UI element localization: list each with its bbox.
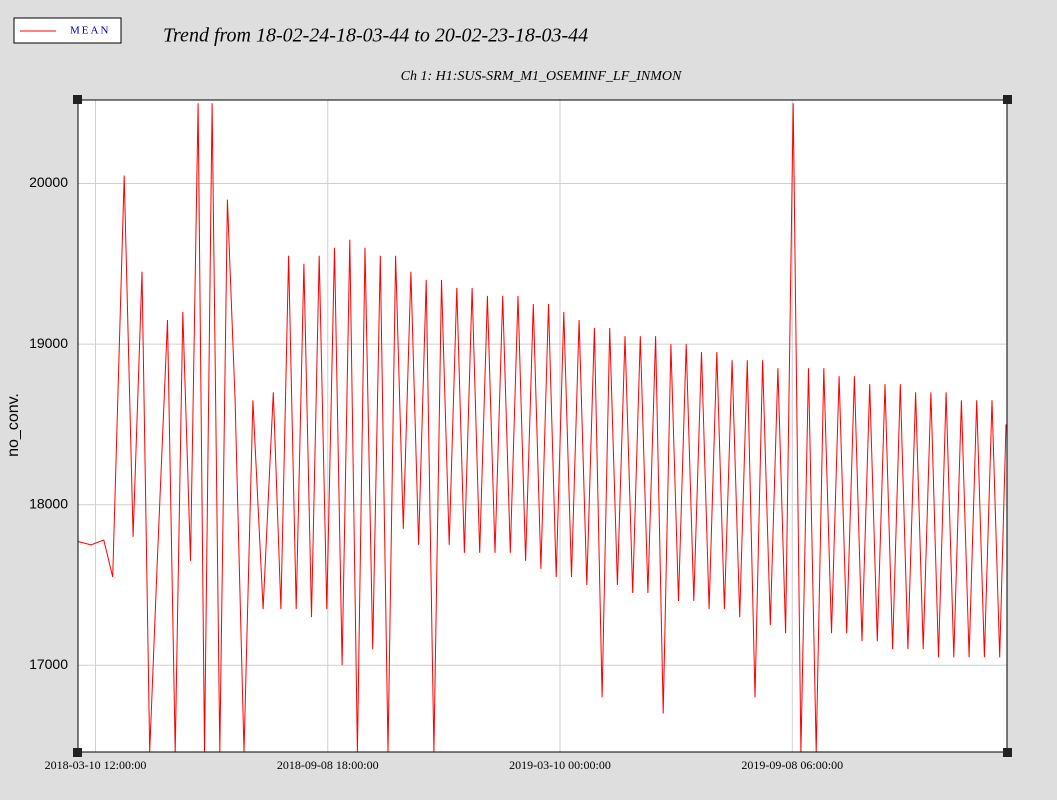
x-tick-label: 2019-09-08 06:00:00 [741, 758, 843, 772]
corner [73, 748, 82, 757]
plot-area [78, 100, 1007, 752]
marks [78, 103, 1007, 753]
grid [78, 100, 1007, 752]
legend-label: MEAN [70, 25, 110, 37]
x-tick-label: 2018-09-08 18:00:00 [277, 758, 379, 772]
x-tick-label: 2019-03-10 00:00:00 [509, 758, 611, 772]
y-axis-label: no_conv. [5, 393, 22, 457]
y-tick-label: 18000 [29, 495, 68, 511]
x-tick-label: 2018-03-10 12:00:00 [45, 758, 147, 772]
y-tick-label: 20000 [29, 174, 68, 190]
y-tick-label: 19000 [29, 335, 68, 351]
series-line [78, 103, 1007, 753]
corner [1003, 95, 1012, 104]
chart-subtitle: Ch 1: H1:SUS-SRM_M1_OSEMINF_LF_INMON [401, 69, 682, 84]
plot-frame [77, 99, 1008, 753]
corner [1003, 748, 1012, 757]
chart-title: Trend from 18-02-24-18-03-44 to 20-02-23… [163, 25, 588, 47]
y-tick-label: 17000 [29, 656, 68, 672]
corner [73, 95, 82, 104]
